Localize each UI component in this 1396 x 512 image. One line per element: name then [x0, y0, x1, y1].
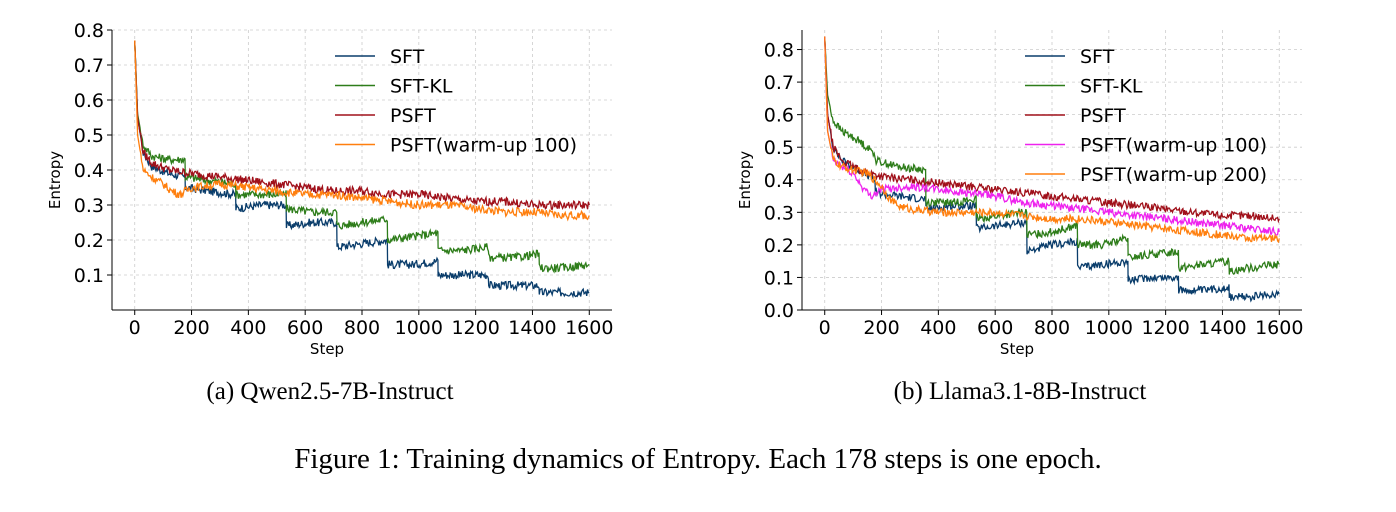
legend-label: PSFT	[390, 105, 436, 127]
y-tick-label: 0.4	[764, 170, 794, 192]
x-tick-label: 800	[1034, 317, 1070, 339]
x-tick-label: 1400	[1198, 317, 1246, 339]
y-tick-label: 0.4	[74, 160, 104, 182]
series-line	[134, 40, 590, 274]
x-tick-label: 1600	[1255, 317, 1303, 339]
y-tick-label: 0.6	[764, 105, 794, 127]
legend-label: PSFT(warm-up 200)	[1080, 164, 1267, 186]
subcaption-a: (a) Qwen2.5-7B-Instruct	[206, 378, 454, 405]
y-tick-label: 0.1	[764, 267, 794, 289]
x-axis-label: Step	[1000, 340, 1034, 358]
y-tick-label: 0.5	[764, 137, 794, 159]
legend-label: SFT	[1080, 46, 1115, 68]
y-tick-label: 0.2	[74, 230, 104, 252]
x-tick-label: 200	[173, 317, 209, 339]
series-line	[134, 40, 590, 222]
y-tick-label: 0.8	[74, 20, 104, 42]
legend: SFT SFT-KL PSFT PSFT(warm-up 100) PSFT(warm-…	[1025, 46, 1267, 186]
series-line	[824, 36, 1280, 275]
y-tick-label: 0.7	[764, 72, 794, 94]
x-tick-label: 1000	[395, 317, 443, 339]
x-tick-label: 600	[287, 317, 323, 339]
x-tick-label: 400	[230, 317, 266, 339]
legend-label: SFT	[390, 46, 425, 68]
y-tick-label: 0.5	[74, 125, 104, 147]
y-tick-label: 0.0	[764, 300, 794, 322]
y-axis-label: Entropy	[736, 151, 754, 209]
legend-label: PSFT	[1080, 105, 1126, 127]
x-tick-label: 1200	[1141, 317, 1189, 339]
series-line	[134, 40, 590, 299]
y-tick-label: 0.1	[74, 265, 104, 287]
x-tick-label: 400	[920, 317, 956, 339]
y-axis-label: Entropy	[46, 151, 64, 209]
x-axis-label: Step	[310, 340, 344, 358]
x-tick-label: 600	[977, 317, 1013, 339]
y-tick-label: 0.7	[74, 55, 104, 77]
x-tick-label: 800	[344, 317, 380, 339]
y-tick-label: 0.2	[764, 235, 794, 257]
x-tick-label: 0	[129, 317, 141, 339]
x-tick-label: 0	[819, 317, 831, 339]
y-tick-label: 0.3	[764, 202, 794, 224]
x-tick-label: 200	[863, 317, 899, 339]
x-tick-label: 1400	[508, 317, 556, 339]
figure-caption: Figure 1: Training dynamics of Entropy. …	[294, 443, 1102, 475]
grid	[112, 29, 612, 310]
x-tick-label: 1000	[1085, 317, 1133, 339]
x-tick-label: 1600	[565, 317, 613, 339]
series-line	[824, 36, 1280, 303]
y-tick-label: 0.6	[74, 90, 104, 112]
legend-label: SFT-KL	[390, 76, 453, 98]
legend: SFT SFT-KL PSFT PSFT(warm-up 100)	[335, 46, 577, 157]
series-line	[134, 40, 590, 211]
y-tick-label: 0.8	[764, 40, 794, 62]
legend-label: SFT-KL	[1080, 76, 1143, 98]
series-line	[824, 36, 1280, 224]
chart-qwen: 0 200 400 600 800 1000 1200 1400 1600 0.1 0.2 0.3 0.…	[46, 20, 613, 358]
series-line	[824, 36, 1280, 236]
chart-llama: 0 200 400 600 800 1000 1200 1400 1600 0.0 0.1 0.2 0.…	[736, 30, 1303, 358]
x-tick-label: 1200	[451, 317, 499, 339]
series-line	[824, 36, 1280, 244]
y-tick-label: 0.3	[74, 195, 104, 217]
legend-label: PSFT(warm-up 100)	[390, 135, 577, 157]
subcaption-b: (b) Llama3.1-8B-Instruct	[893, 378, 1147, 405]
legend-label: PSFT(warm-up 100)	[1080, 135, 1267, 157]
